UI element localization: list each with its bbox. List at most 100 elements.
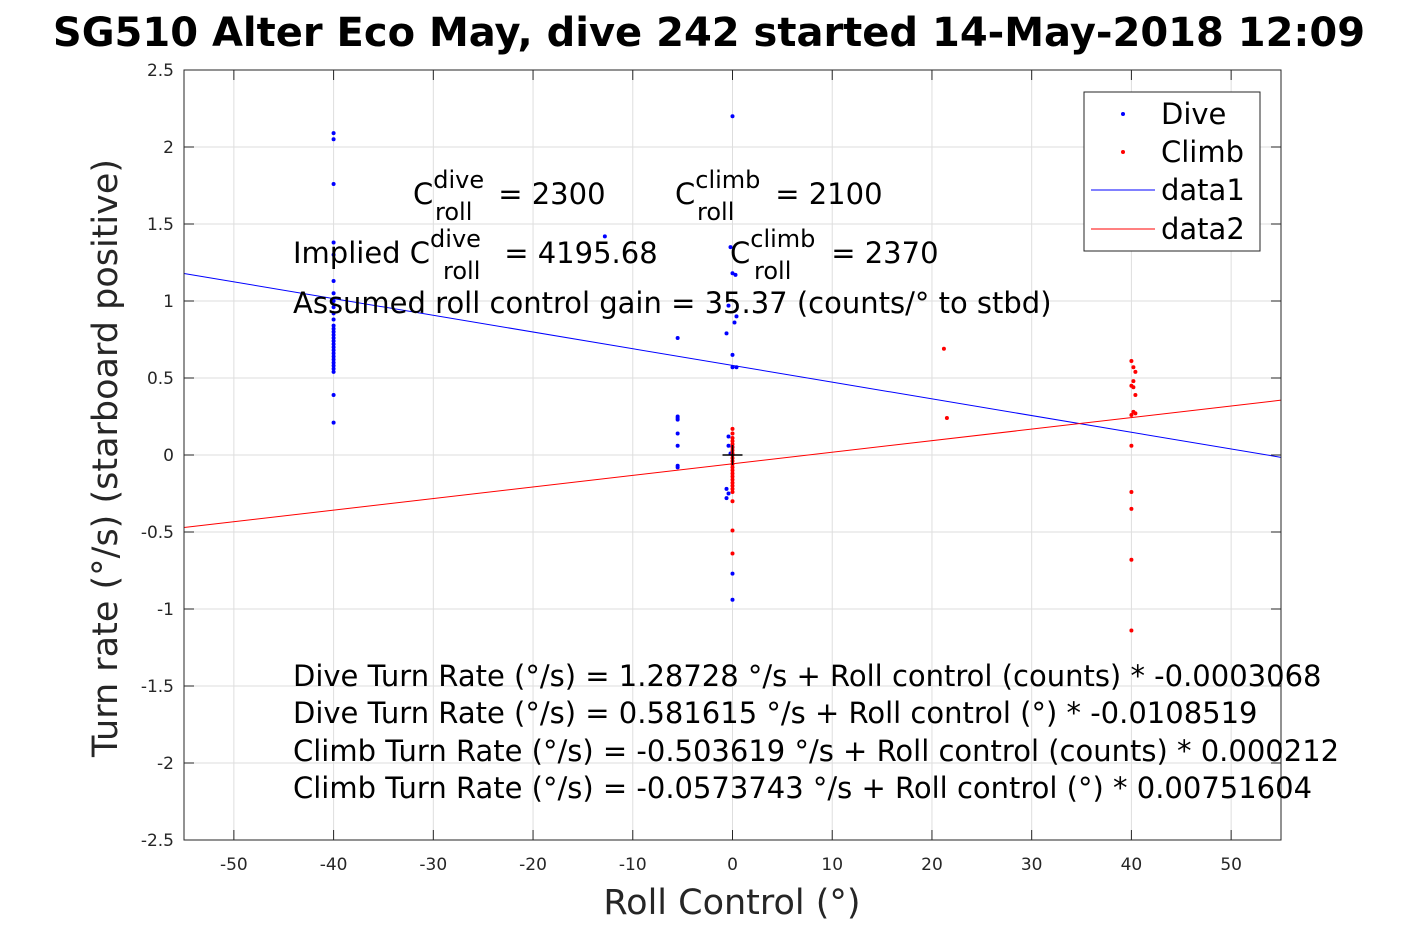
dive-point xyxy=(331,420,336,425)
axis-ticks xyxy=(184,69,1281,841)
x-tick-label: 10 xyxy=(821,855,843,875)
dive-point xyxy=(728,245,733,250)
dive-point xyxy=(724,486,729,491)
climb-point xyxy=(730,474,735,479)
dive-point xyxy=(726,434,731,439)
x-tick-label: 50 xyxy=(1220,855,1242,875)
x-tick-label: 40 xyxy=(1121,855,1143,875)
dive-point xyxy=(331,354,336,359)
climb-point xyxy=(1131,365,1136,370)
dive-point xyxy=(730,352,735,357)
climb-point xyxy=(730,468,735,473)
annotation-implied-dive-prefix: Implied C xyxy=(293,236,430,270)
chart-title: SG510 Alter Eco May, dive 242 started 14… xyxy=(53,10,1365,56)
climb-point xyxy=(730,551,735,556)
legend-data1-label: data1 xyxy=(1161,173,1245,207)
climb-point xyxy=(1129,443,1134,448)
dive-point xyxy=(726,443,731,448)
dive-point xyxy=(602,234,607,239)
annotation-c-climb: Cclimb roll = 2100 xyxy=(675,166,883,226)
annotations: Cdive roll = 2300 Cclimb roll = 2100 Impli… xyxy=(293,166,1339,805)
y-tick-label: -1.5 xyxy=(141,677,174,697)
y-axis-label: Turn rate (°/s) (starboard positive) xyxy=(86,159,126,758)
dive-point xyxy=(331,335,336,340)
climb-point xyxy=(1129,506,1134,511)
dive-point xyxy=(331,317,336,322)
dive-point xyxy=(331,366,336,371)
data-points xyxy=(331,114,1138,633)
y-tick-label: -2.5 xyxy=(141,831,174,851)
dive-point xyxy=(726,491,731,496)
climb-point xyxy=(1129,557,1134,562)
dive-point xyxy=(331,131,336,136)
dive-point xyxy=(331,323,336,328)
dive-point xyxy=(331,351,336,356)
annotation-c-climb-sup: climb xyxy=(695,166,760,194)
legend-climb-swatch xyxy=(1121,150,1125,154)
y-tick-label: -1 xyxy=(157,600,174,620)
climb-point xyxy=(1129,359,1134,364)
legend-dive-label: Dive xyxy=(1161,97,1226,131)
climb-point xyxy=(730,499,735,504)
x-tick-label: 20 xyxy=(921,855,943,875)
dive-point xyxy=(730,114,735,119)
annotation-gain: Assumed roll control gain = 35.37 (count… xyxy=(293,286,1052,320)
dive-point xyxy=(732,320,737,325)
annotation-implied-dive-sub: roll xyxy=(443,257,480,285)
climb-point xyxy=(1133,411,1138,416)
x-tick-label: 0 xyxy=(727,855,738,875)
annotation-implied-climb-main: C xyxy=(730,236,750,270)
y-tick-label: 2.5 xyxy=(147,61,174,81)
annotation-c-climb-sub: roll xyxy=(697,198,734,226)
dive-point xyxy=(331,252,336,257)
dive-point xyxy=(331,348,336,353)
dive-point xyxy=(331,360,336,365)
annotation-implied-climb-rest: = 2370 xyxy=(822,236,939,270)
dive-point xyxy=(726,303,731,308)
climb-point xyxy=(1131,379,1136,384)
dive-point xyxy=(331,299,336,303)
x-axis-label: Roll Control (°) xyxy=(603,883,860,923)
climb-point xyxy=(730,483,735,488)
equation-climb-counts: Climb Turn Rate (°/s) = -0.503619 °/s + … xyxy=(293,734,1339,768)
dive-point xyxy=(675,417,680,422)
annotation-c-dive-sup: dive xyxy=(433,166,484,194)
dive-point xyxy=(734,314,739,319)
dive-point xyxy=(675,431,680,436)
climb-point xyxy=(730,471,735,476)
dive-point xyxy=(331,311,336,316)
y-tick-label: 1.5 xyxy=(147,215,174,235)
climb-point xyxy=(941,346,946,351)
dive-point xyxy=(331,357,336,362)
dive-point xyxy=(734,365,739,370)
dive-point xyxy=(675,335,680,340)
equation-dive-degrees: Dive Turn Rate (°/s) = 0.581615 °/s + Ro… xyxy=(293,696,1258,730)
dive-point xyxy=(331,342,336,347)
dive-point xyxy=(730,271,735,276)
x-tick-label: -10 xyxy=(619,855,647,875)
dive-point xyxy=(724,496,729,501)
dive-point xyxy=(331,181,336,186)
x-tick-label: -30 xyxy=(419,855,447,875)
y-tick-label: 0 xyxy=(163,446,174,466)
y-tick-label: 2 xyxy=(163,138,174,158)
climb-point xyxy=(730,436,735,441)
equation-climb-degrees: Climb Turn Rate (°/s) = -0.0573743 °/s +… xyxy=(293,771,1312,805)
y-tick-label: 1 xyxy=(163,292,174,312)
annotation-c-dive: Cdive roll = 2300 xyxy=(413,166,606,226)
dive-point xyxy=(331,392,336,397)
climb-point xyxy=(1133,369,1138,374)
annotation-c-climb-main: C xyxy=(675,177,695,211)
x-tick-label: 30 xyxy=(1021,855,1043,875)
climb-point xyxy=(730,480,735,485)
legend-climb-label: Climb xyxy=(1161,135,1244,169)
y-tick-label: -0.5 xyxy=(141,523,174,543)
dive-point xyxy=(331,326,336,331)
climb-point xyxy=(730,486,735,491)
dive-point xyxy=(733,272,738,277)
annotation-c-dive-main: C xyxy=(413,177,433,211)
dive-point xyxy=(331,339,336,344)
equation-dive-counts: Dive Turn Rate (°/s) = 1.28728 °/s + Rol… xyxy=(293,659,1321,693)
dive-point xyxy=(675,443,680,448)
